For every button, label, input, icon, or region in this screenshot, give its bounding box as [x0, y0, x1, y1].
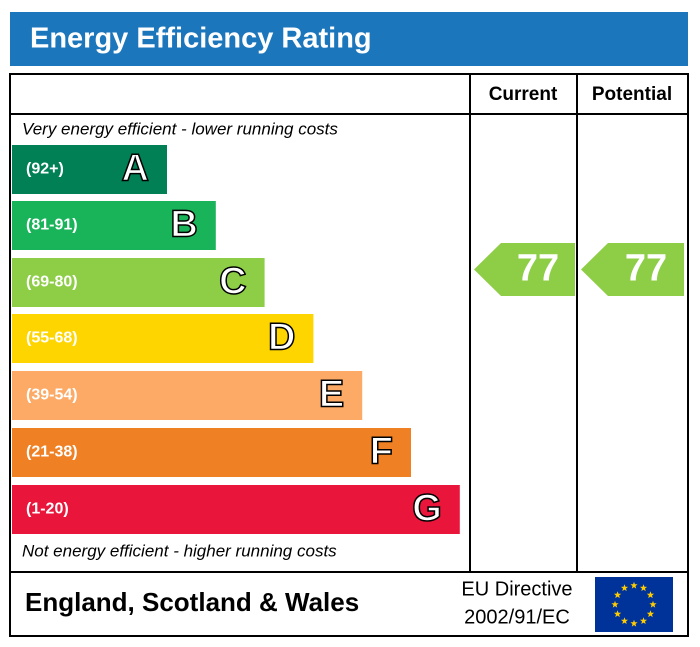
band-bar — [12, 485, 460, 534]
band-bar — [12, 371, 363, 420]
bottom-note: Not energy efficient - higher running co… — [22, 541, 337, 560]
star — [620, 584, 629, 592]
band-bar — [12, 201, 216, 250]
star — [620, 617, 629, 624]
band-bar — [12, 145, 167, 194]
star — [613, 591, 622, 599]
column-header: Current — [489, 84, 558, 105]
band-bar — [12, 258, 265, 307]
footer-directive: EU Directive — [461, 578, 572, 600]
star — [639, 617, 648, 624]
band-letter: B — [170, 204, 197, 246]
title: Energy Efficiency Rating — [30, 23, 372, 55]
band-bar — [12, 428, 411, 477]
rating-value: 77 — [517, 248, 559, 290]
rating-value: 77 — [625, 248, 667, 290]
band-letter: C — [219, 261, 246, 303]
star — [646, 591, 655, 599]
band-range: (1-20) — [26, 501, 69, 518]
footer-frame — [9, 571, 689, 637]
band-bar — [12, 314, 314, 363]
rating-arrow — [474, 243, 575, 296]
band-letter: A — [122, 148, 149, 190]
star — [630, 581, 638, 589]
band-range: (81-91) — [26, 217, 78, 234]
band-range: (55-68) — [26, 330, 78, 347]
star — [639, 584, 648, 592]
band-range: (69-80) — [26, 274, 78, 291]
star — [646, 610, 655, 618]
star — [630, 619, 638, 627]
star — [613, 610, 622, 618]
column-header: Potential — [592, 84, 672, 105]
footer-region: England, Scotland & Wales — [25, 587, 359, 617]
star — [611, 600, 619, 608]
band-letter: F — [370, 431, 393, 473]
band-range: (92+) — [26, 161, 64, 178]
band-range: (39-54) — [26, 387, 78, 404]
top-note: Very energy efficient - lower running co… — [22, 119, 338, 138]
band-range: (21-38) — [26, 444, 78, 461]
footer-directive: 2002/91/EC — [464, 606, 570, 628]
rating-arrow — [581, 243, 684, 296]
band-letter: G — [412, 488, 442, 530]
eu-flag — [595, 577, 673, 632]
band-letter: E — [319, 374, 344, 416]
star — [649, 600, 657, 608]
band-letter: D — [268, 317, 295, 359]
header-bar — [10, 12, 688, 66]
